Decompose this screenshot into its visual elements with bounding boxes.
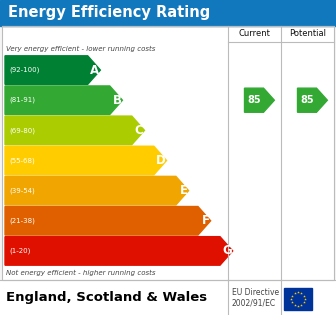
Bar [0, 280, 336, 315]
Text: Not energy efficient - higher running costs: Not energy efficient - higher running co… [6, 270, 156, 276]
Text: F: F [202, 214, 210, 227]
Polygon shape [5, 56, 100, 84]
Polygon shape [245, 88, 275, 112]
Bar [2, 26, 334, 280]
Text: (39-54): (39-54) [9, 187, 35, 194]
Text: 2002/91/EC: 2002/91/EC [232, 298, 276, 307]
Polygon shape [5, 237, 233, 265]
Text: EU Directive: EU Directive [232, 288, 279, 297]
Text: 85: 85 [247, 95, 261, 105]
Text: (21-38): (21-38) [9, 218, 35, 224]
Polygon shape [5, 207, 211, 235]
Text: (81-91): (81-91) [9, 97, 35, 103]
Text: (55-68): (55-68) [9, 157, 35, 164]
Text: A: A [90, 64, 99, 77]
Bar [2, 26, 334, 280]
Polygon shape [5, 146, 167, 175]
Polygon shape [297, 88, 327, 112]
Text: (69-80): (69-80) [9, 127, 35, 134]
Text: G: G [222, 244, 232, 257]
Text: D: D [156, 154, 166, 167]
Polygon shape [5, 116, 144, 145]
Polygon shape [5, 176, 188, 205]
Bar [0, 0, 336, 26]
Polygon shape [5, 86, 122, 114]
Bar [284, 288, 312, 310]
Text: Energy Efficiency Rating: Energy Efficiency Rating [8, 5, 210, 20]
Text: 85: 85 [300, 95, 314, 105]
Text: Very energy efficient - lower running costs: Very energy efficient - lower running co… [6, 46, 155, 52]
Text: (92-100): (92-100) [9, 67, 39, 73]
Text: Current: Current [239, 30, 270, 38]
Text: C: C [135, 124, 143, 137]
Text: England, Scotland & Wales: England, Scotland & Wales [6, 291, 207, 304]
Text: Potential: Potential [289, 30, 326, 38]
Text: E: E [179, 184, 187, 197]
Text: (1-20): (1-20) [9, 248, 30, 254]
Text: B: B [113, 94, 121, 107]
